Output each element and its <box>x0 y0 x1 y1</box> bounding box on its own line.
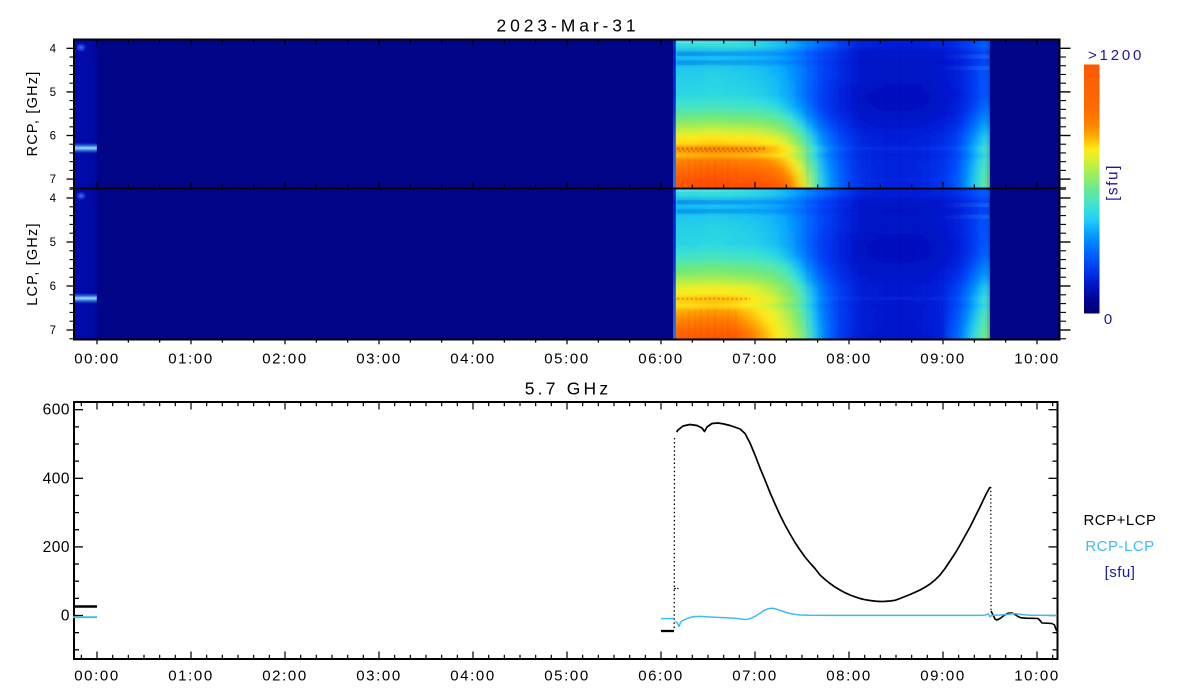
svg-text:7: 7 <box>50 325 56 337</box>
svg-text:LCP, [GHz]: LCP, [GHz] <box>25 222 41 305</box>
svg-text:RCP-LCP: RCP-LCP <box>1085 538 1154 555</box>
svg-text:2023-Mar-31: 2023-Mar-31 <box>496 16 639 36</box>
svg-text:02:00: 02:00 <box>262 351 308 368</box>
svg-text:4: 4 <box>50 193 57 205</box>
svg-text:[sfu]: [sfu] <box>1105 564 1136 581</box>
svg-text:04:00: 04:00 <box>450 668 496 685</box>
svg-text:03:00: 03:00 <box>356 668 402 685</box>
svg-text:5.7 GHz: 5.7 GHz <box>525 379 612 399</box>
svg-text:09:00: 09:00 <box>920 351 966 368</box>
svg-text:06:00: 06:00 <box>638 668 684 685</box>
svg-text:0: 0 <box>1104 311 1112 328</box>
svg-text:05:00: 05:00 <box>544 351 590 368</box>
svg-text:01:00: 01:00 <box>168 351 214 368</box>
svg-text:RCP+LCP: RCP+LCP <box>1083 512 1156 529</box>
svg-text:07:00: 07:00 <box>732 351 778 368</box>
svg-text:200: 200 <box>43 539 70 556</box>
svg-text:08:00: 08:00 <box>826 351 872 368</box>
svg-text:09:00: 09:00 <box>920 668 966 685</box>
svg-text:7: 7 <box>50 174 56 186</box>
svg-text:5: 5 <box>50 237 56 249</box>
svg-text:0: 0 <box>61 608 70 625</box>
svg-text:00:00: 00:00 <box>74 351 120 368</box>
svg-text:600: 600 <box>43 402 70 419</box>
svg-text:10:00: 10:00 <box>1014 668 1060 685</box>
svg-text:6: 6 <box>50 131 56 143</box>
svg-text:10:00: 10:00 <box>1014 351 1060 368</box>
svg-text:RCP, [GHz]: RCP, [GHz] <box>25 71 41 157</box>
svg-text:01:00: 01:00 <box>168 668 214 685</box>
svg-text:07:00: 07:00 <box>732 668 778 685</box>
svg-text:400: 400 <box>43 470 70 487</box>
svg-text:6: 6 <box>50 281 56 293</box>
svg-text:>1200: >1200 <box>1088 47 1144 64</box>
svg-text:[sfu]: [sfu] <box>1105 164 1122 201</box>
svg-text:04:00: 04:00 <box>450 351 496 368</box>
svg-text:06:00: 06:00 <box>638 351 684 368</box>
svg-text:5: 5 <box>50 87 56 99</box>
svg-text:03:00: 03:00 <box>356 351 402 368</box>
svg-text:05:00: 05:00 <box>544 668 590 685</box>
svg-text:4: 4 <box>50 43 57 55</box>
svg-text:08:00: 08:00 <box>826 668 872 685</box>
svg-text:02:00: 02:00 <box>262 668 308 685</box>
svg-text:00:00: 00:00 <box>74 668 120 685</box>
